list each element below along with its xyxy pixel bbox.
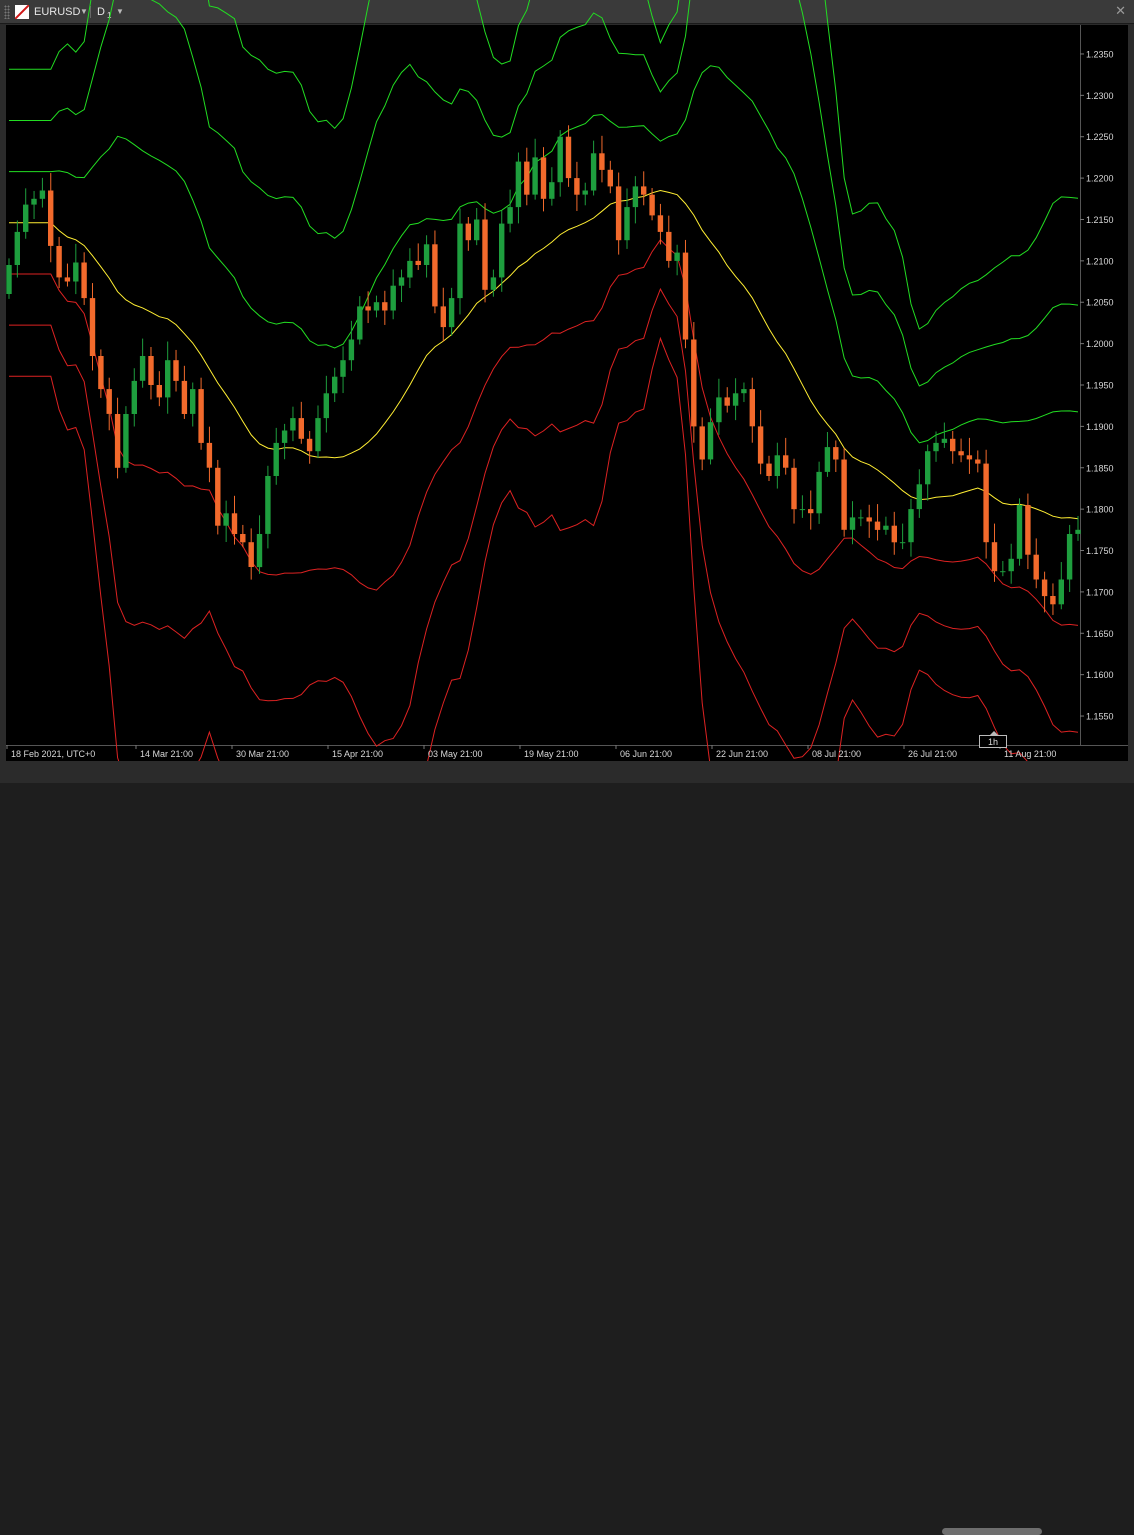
symbol-label[interactable]: EURUSD — [34, 6, 81, 18]
price-axis[interactable] — [1080, 25, 1128, 745]
chart-window: EURUSD ▼ D 1 ▼ ✕ 1.2350 1.2300 1.2250 1.220… — [0, 0, 1134, 783]
bottom-bar — [0, 761, 1134, 1535]
caret-down-icon[interactable]: ▼ — [116, 7, 124, 16]
caret-down-icon[interactable]: ▼ — [80, 7, 88, 16]
timeframe-period: 1 — [107, 11, 112, 20]
title-bar: EURUSD ▼ D 1 ▼ ✕ — [0, 0, 1134, 24]
flag-icon — [15, 5, 29, 19]
timeframe-label[interactable]: D — [97, 6, 105, 18]
divider — [90, 6, 91, 18]
horizontal-scrollbar[interactable] — [942, 1528, 1042, 1535]
drag-handle-icon[interactable] — [4, 5, 10, 19]
time-axis[interactable] — [6, 745, 1128, 761]
close-icon[interactable]: ✕ — [1115, 3, 1126, 18]
price-chart-area[interactable] — [6, 25, 1080, 745]
scale-badge[interactable]: 1h — [979, 731, 1007, 748]
